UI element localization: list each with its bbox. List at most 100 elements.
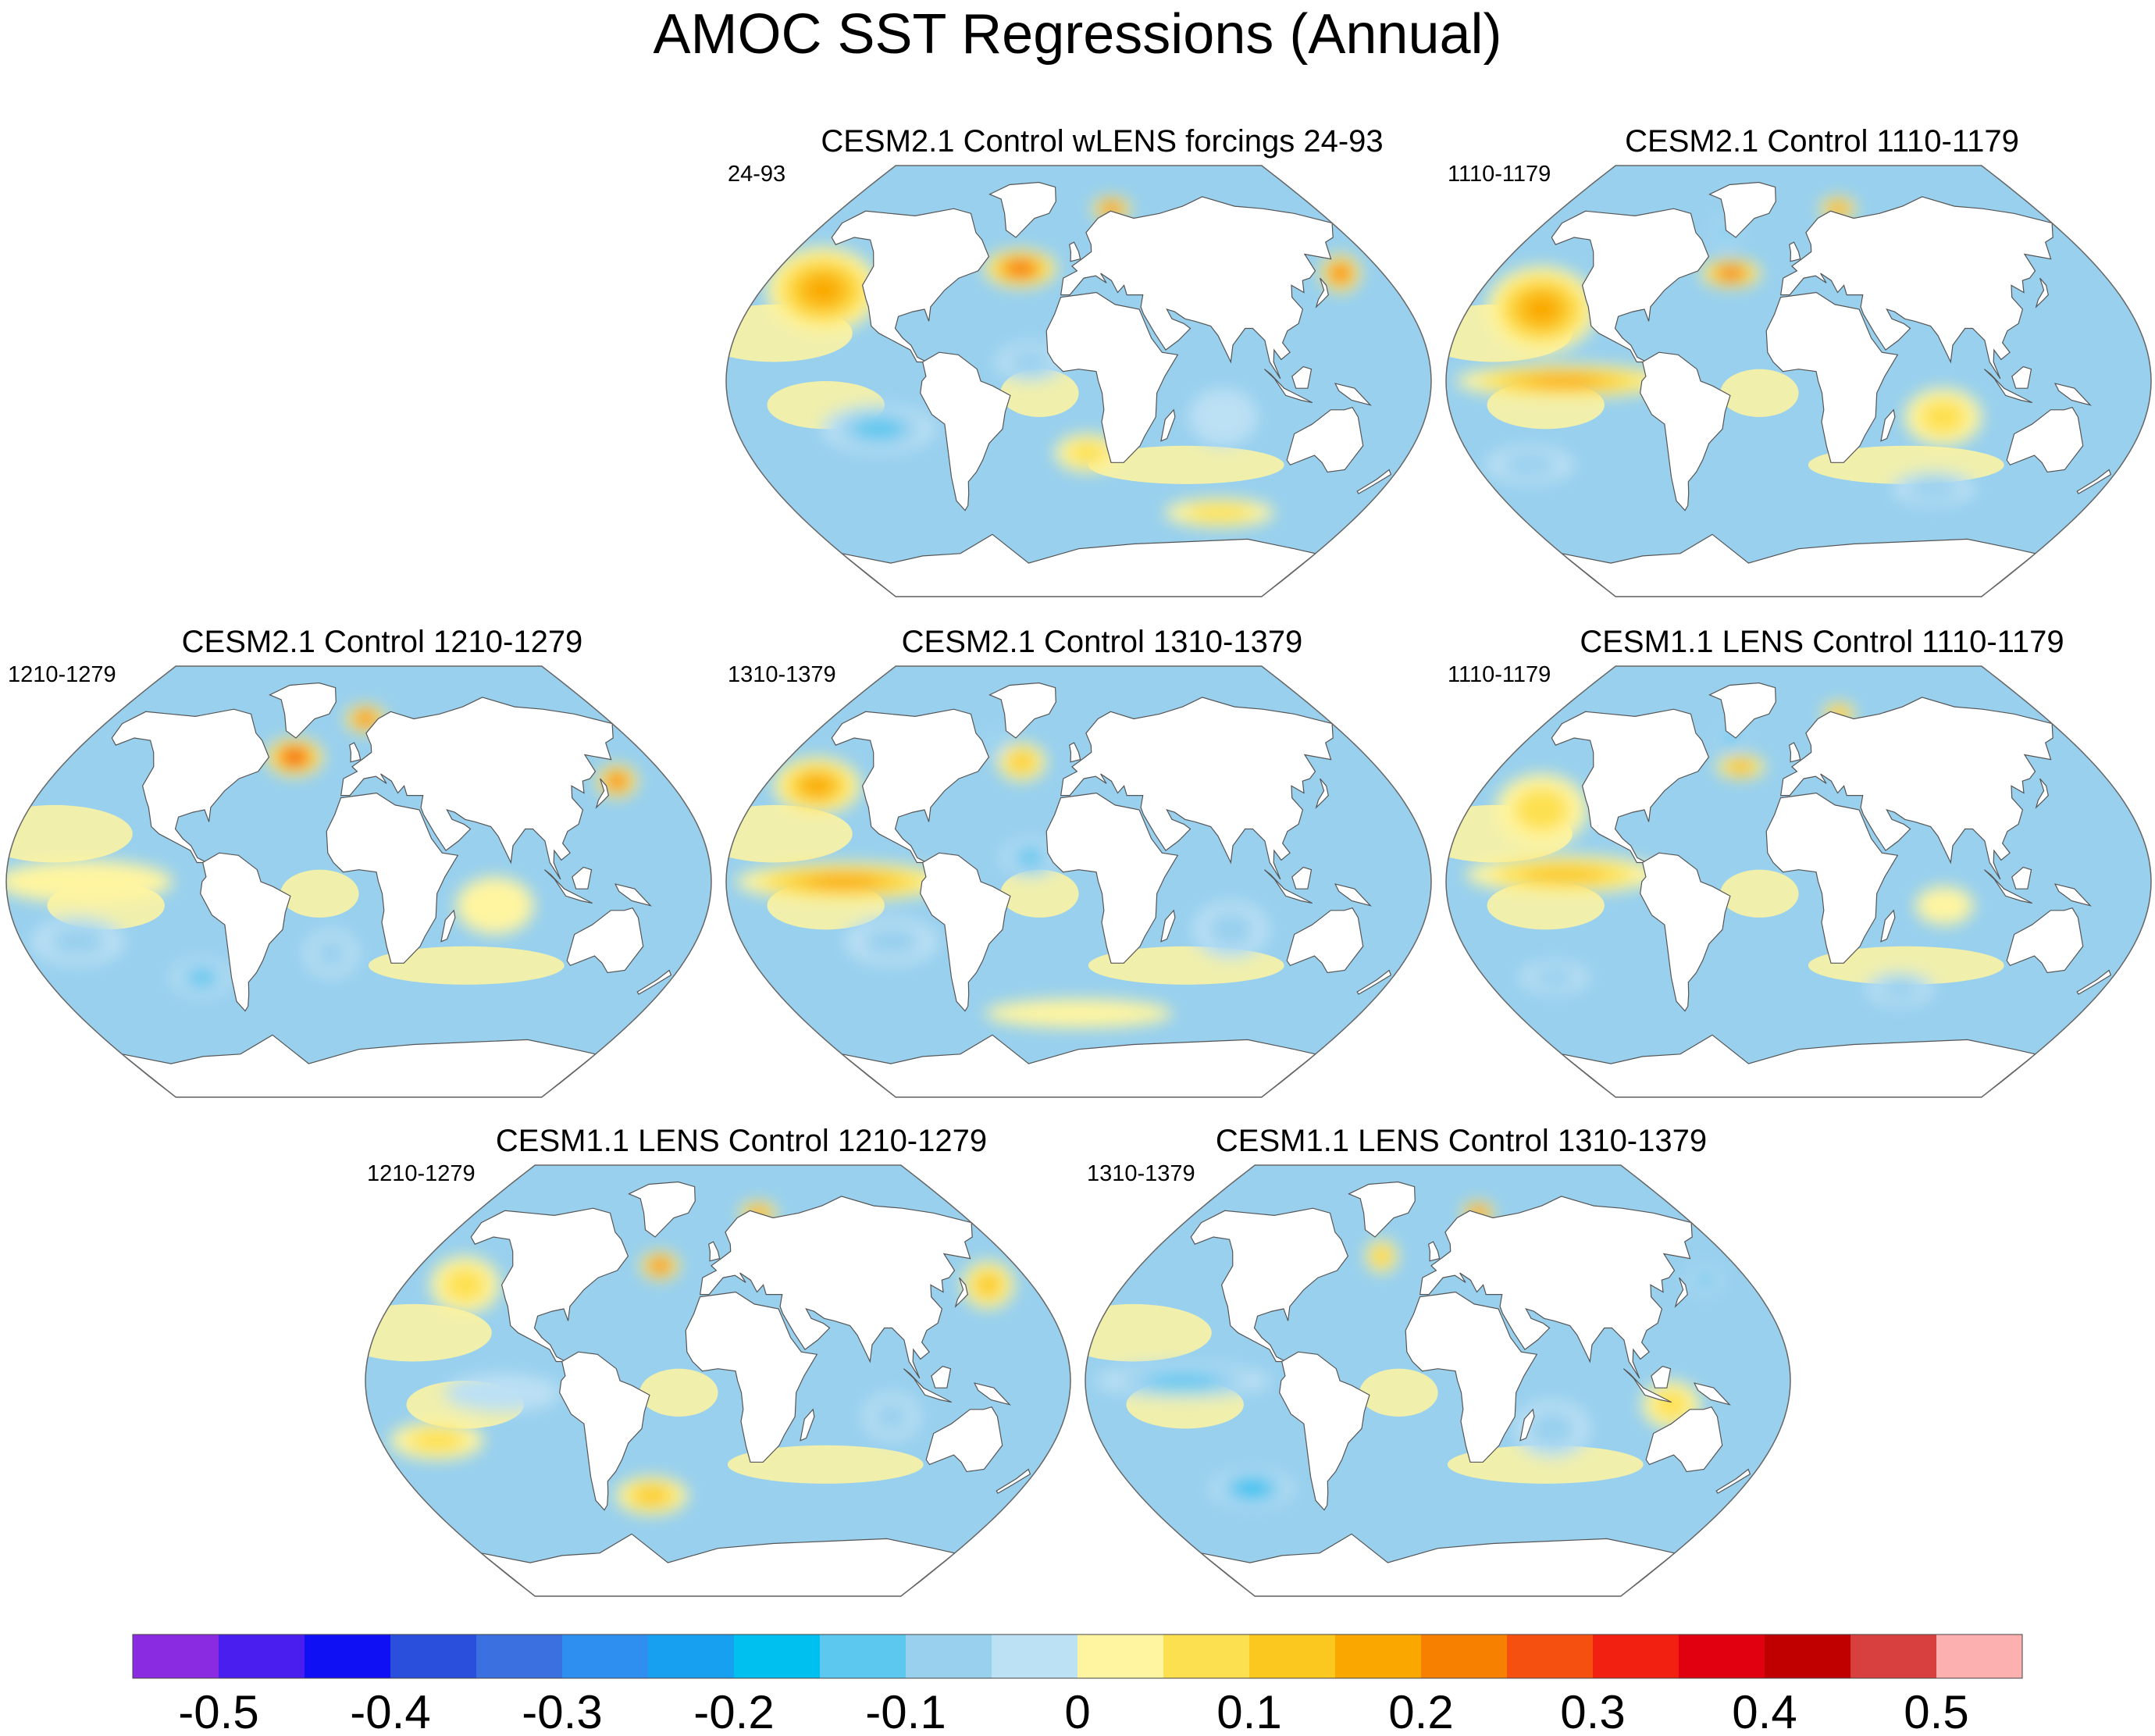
land-new-zealand [1356,469,1392,494]
anomaly-southern-ocean [985,999,1173,1028]
land-borneo [1291,365,1313,389]
land-uk [1428,1241,1441,1262]
land-north-america [111,708,270,864]
land-new-zealand [1356,969,1392,995]
panel-title: CESM2.1 Control 1210-1279 [182,625,583,659]
anomaly-tropical-atlantic [1009,350,1052,374]
anomaly-kuroshio [612,777,622,786]
colorbar-swatch [133,1634,219,1678]
panel-period-label: 1110-1179 [1448,662,1551,687]
colorbar-tick-label: 0 [1064,1686,1090,1736]
anomaly-subpolar-n-atlantic [1723,269,1738,277]
land-north-america [1551,208,1710,363]
panel-title: CESM2.1 Control wLENS forcings 24-93 [821,124,1383,159]
colorbar-swatch [305,1634,391,1678]
colorbar-swatch [820,1634,907,1678]
sst-band [1720,369,1799,417]
anomaly-subpolar-n-atlantic [1011,754,1032,771]
colorbar-swatch [648,1634,735,1678]
anomaly-indian-ocean [1188,388,1259,446]
colorbar-swatch [1850,1634,1937,1678]
land [111,682,672,1097]
land-africa [685,1291,818,1463]
sst-anomalies [6,704,638,997]
land-africa [1765,291,1899,463]
land-new-guinea [1334,883,1372,907]
land-indonesia [543,869,593,904]
anomaly-indian-ocean [456,876,534,935]
land-north-america [1190,1207,1349,1363]
anomaly-indian-ocean [1920,399,1967,435]
land-arabia-madagascar [1880,408,1896,442]
colorbar-frame [132,1634,2023,1679]
sst-band [726,804,853,863]
land-north-america [1551,708,1710,864]
land-borneo [572,866,593,889]
anomaly-indian-ocean [874,1402,909,1431]
panel-title: CESM2.1 Control 1310-1379 [902,625,1303,659]
sst-bands [1446,804,2004,985]
map-outline [725,165,1432,597]
colorbar-swatch [1249,1634,1336,1678]
anomaly-subpolar-n-atlantic [1011,264,1029,273]
land-eurasia [1060,697,1334,880]
sst-band [1085,1303,1212,1362]
anomaly-ne-pacific [1523,294,1560,324]
land-new-zealand [2076,969,2112,995]
land-south-america [559,1351,650,1511]
map-panel: CESM1.1 LENS Control 1110-1179 1110-1179 [1445,625,2152,1098]
anomaly-southern-ocean [1186,504,1252,522]
land-japan [1674,1277,1688,1308]
figure-title: AMOC SST Regressions (Annual) [653,3,1501,66]
anomaly-ne-pacific [443,1267,486,1303]
land-australia [2006,907,2084,974]
panel-period-label: 1310-1379 [728,662,836,687]
land-south-america [920,852,1011,1012]
panel-title: CESM2.1 Control 1110-1179 [1625,124,2019,159]
anomaly-tropical-pacific [6,860,173,904]
land-australia [566,907,644,974]
colorbar-swatch [1421,1634,1508,1678]
map-panel: CESM2.1 Control 1110-1179 1110-1179 [1445,124,2152,597]
panel-period-label: 24-93 [728,162,785,187]
land-greenland [628,1181,696,1238]
land-greenland [1708,682,1776,739]
land [831,181,1392,597]
anomaly-subpolar-n-atlantic [1374,1249,1389,1264]
land-indonesia [1263,869,1313,904]
colorbar-swatch [1163,1634,1250,1678]
land-north-america [470,1207,629,1363]
land-south-america [1640,852,1731,1012]
map-panel: CESM2.1 Control wLENS forcings 24-93 24-9… [725,124,1432,597]
land-new-guinea [2053,883,2092,907]
land-arabia-madagascar [800,1408,815,1442]
land-south-america [1640,351,1731,512]
colorbar-tick-label: -0.4 [350,1686,430,1736]
anomaly-southern-indian-ocean [1908,479,1960,499]
anomaly-nw-pacific [1697,1274,1712,1287]
colorbar-swatch [1765,1634,1851,1678]
anomaly-tropical-atlantic [1017,849,1043,866]
land [1190,1181,1751,1596]
land-africa [326,792,459,964]
land [1551,682,2112,1097]
land-new-zealand [1715,1468,1751,1494]
land-eurasia [1780,196,2053,380]
panel-title: CESM1.1 LENS Control 1210-1279 [496,1124,987,1158]
sst-anomalies [1466,702,1974,1007]
colorbar-swatch [992,1634,1078,1678]
land-africa [1045,291,1179,463]
land-eurasia [1419,1196,1693,1379]
land-arabia-madagascar [1880,909,1896,943]
sst-band [727,1445,924,1484]
anomaly-eastern-pacific [443,1373,562,1412]
land-greenland [988,181,1056,238]
colorbar-swatch [734,1634,821,1678]
map-outline [1445,165,2152,597]
land-indonesia [1983,369,2033,404]
land-japan [954,1277,968,1308]
land [831,682,1392,1097]
colorbar-tick-label: 0.5 [1904,1686,1968,1736]
land-arabia-madagascar [1160,909,1176,943]
anomaly-indian-ocean [1529,1411,1576,1446]
